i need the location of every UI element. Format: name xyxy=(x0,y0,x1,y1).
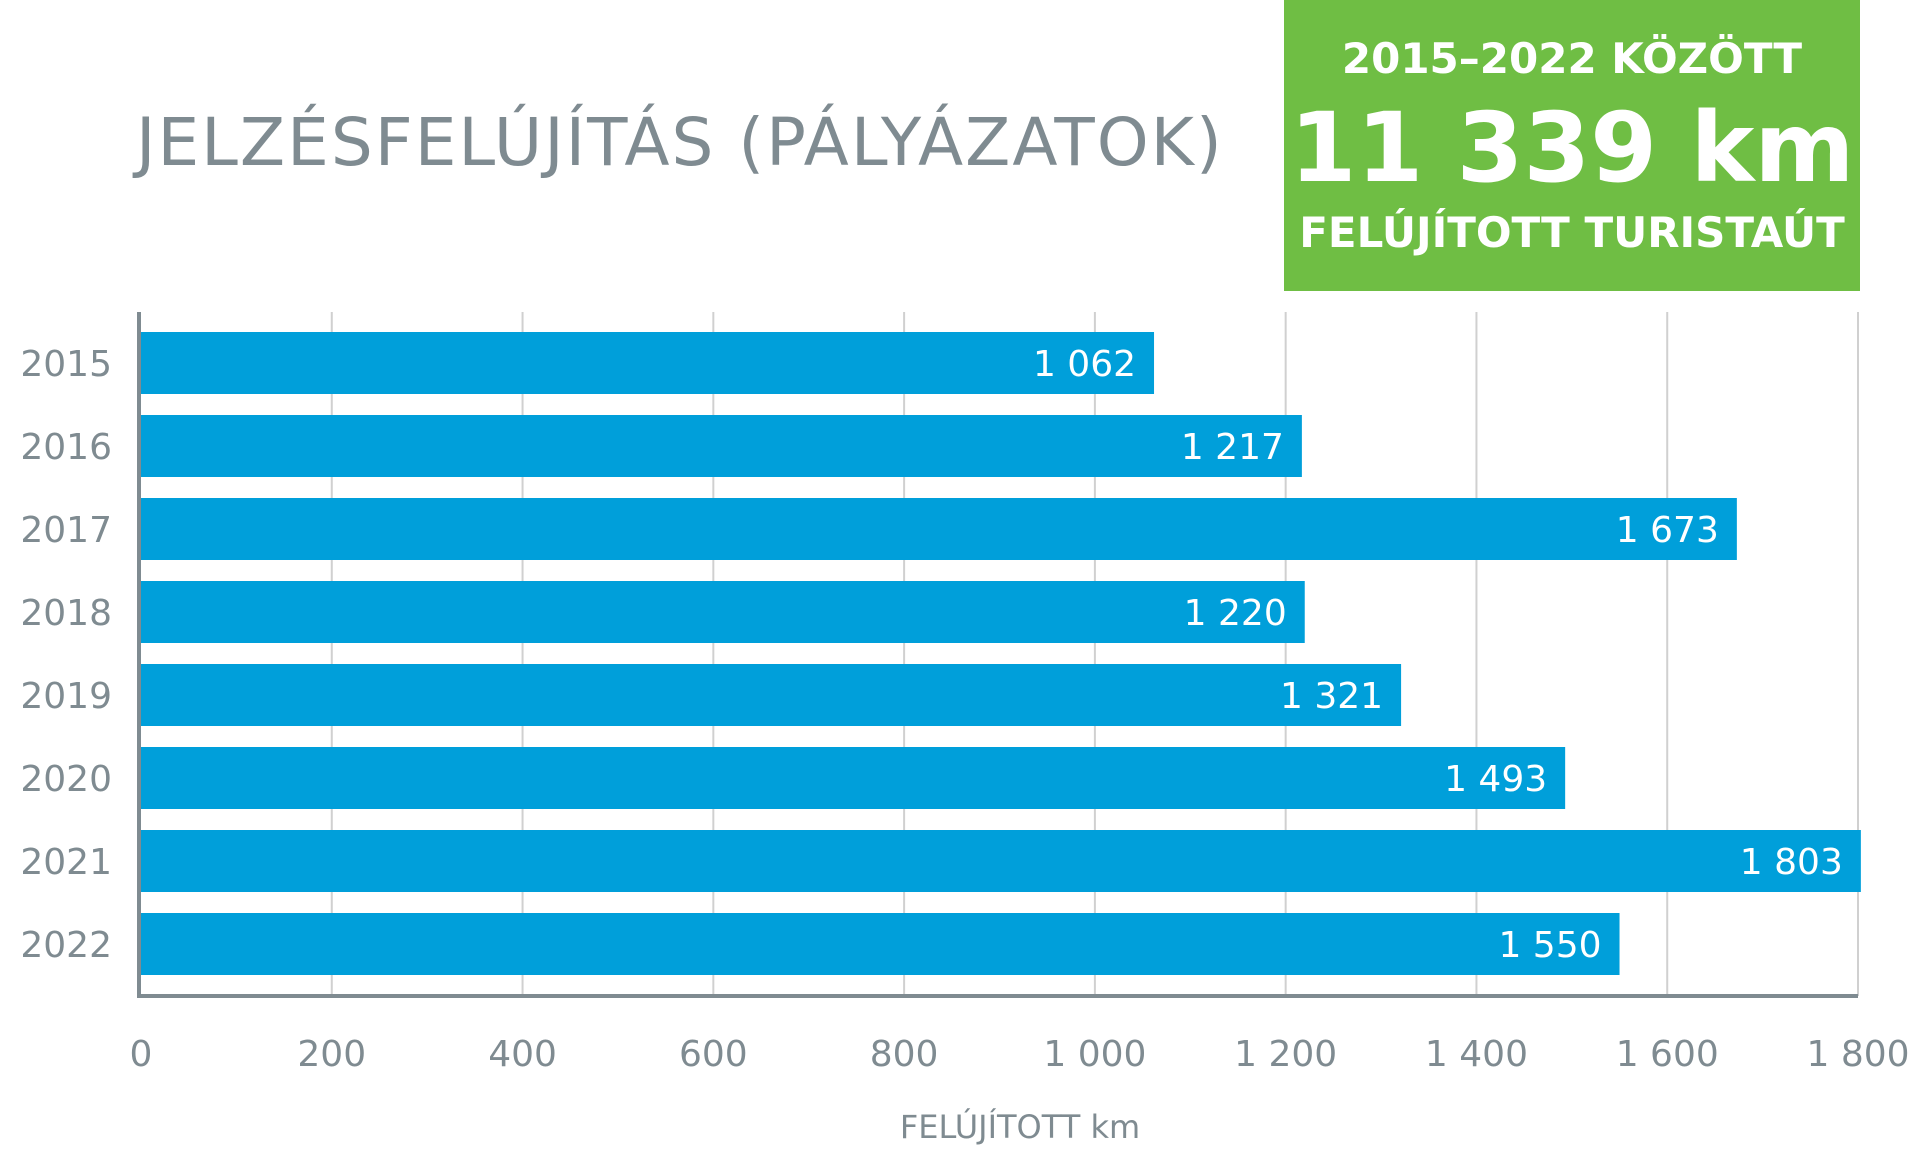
summary-period: 2015–2022 KÖZÖTT xyxy=(1341,34,1803,83)
x-tick-label: 1 600 xyxy=(1616,1034,1719,1075)
x-tick-label: 1 000 xyxy=(1043,1034,1146,1075)
bar xyxy=(141,581,1305,643)
bar-value-label: 1 673 xyxy=(1616,510,1719,551)
category-label: 2020 xyxy=(20,759,112,800)
x-tick-label: 200 xyxy=(297,1034,366,1075)
summary-box: 2015–2022 KÖZÖTT 11 339 km FELÚJÍTOTT TU… xyxy=(1284,0,1860,291)
x-tick-label: 800 xyxy=(870,1034,939,1075)
bar-value-label: 1 550 xyxy=(1498,925,1601,966)
x-tick-label: 600 xyxy=(679,1034,748,1075)
bar xyxy=(141,332,1155,394)
bar-value-label: 1 803 xyxy=(1740,842,1843,883)
category-label: 2016 xyxy=(20,427,112,468)
axes xyxy=(137,312,1858,998)
bar xyxy=(141,664,1402,726)
x-tick-label: 1 400 xyxy=(1425,1034,1528,1075)
category-label: 2021 xyxy=(20,842,112,883)
chart-title: JELZÉSFELÚJÍTÁS (PÁLYÁZATOK) xyxy=(136,104,1224,181)
bar xyxy=(141,913,1620,975)
bar-value-label: 1 217 xyxy=(1181,427,1284,468)
x-axis-title: FELÚJÍTOTT km xyxy=(900,1107,1140,1146)
category-label: 2017 xyxy=(20,510,112,551)
x-tick-label: 1 800 xyxy=(1806,1034,1909,1075)
bar-value-label: 1 062 xyxy=(1033,344,1136,385)
category-label: 2022 xyxy=(20,925,112,966)
grid-lines xyxy=(330,312,1859,996)
summary-total-value: 11 339 km xyxy=(1289,92,1855,204)
category-label: 2018 xyxy=(20,593,112,634)
bar xyxy=(141,747,1566,809)
bar-value-label: 1 321 xyxy=(1280,676,1383,717)
bars xyxy=(141,332,1861,975)
labels: 0 200 400 600 800 1 000 1 200 1 400 1 600 1 800 20… xyxy=(20,344,1909,1146)
x-tick-label: 400 xyxy=(488,1034,557,1075)
category-label: 2019 xyxy=(20,676,112,717)
summary-caption: FELÚJÍTOTT TURISTAÚT xyxy=(1299,208,1845,257)
bar-value-label: 1 220 xyxy=(1184,593,1287,634)
bar xyxy=(141,498,1737,560)
category-label: 2015 xyxy=(20,344,112,385)
x-tick-label: 1 200 xyxy=(1234,1034,1337,1075)
bar xyxy=(141,830,1861,892)
bar xyxy=(141,415,1302,477)
bar-value-label: 1 493 xyxy=(1444,759,1547,800)
x-tick-label: 0 xyxy=(130,1034,153,1075)
